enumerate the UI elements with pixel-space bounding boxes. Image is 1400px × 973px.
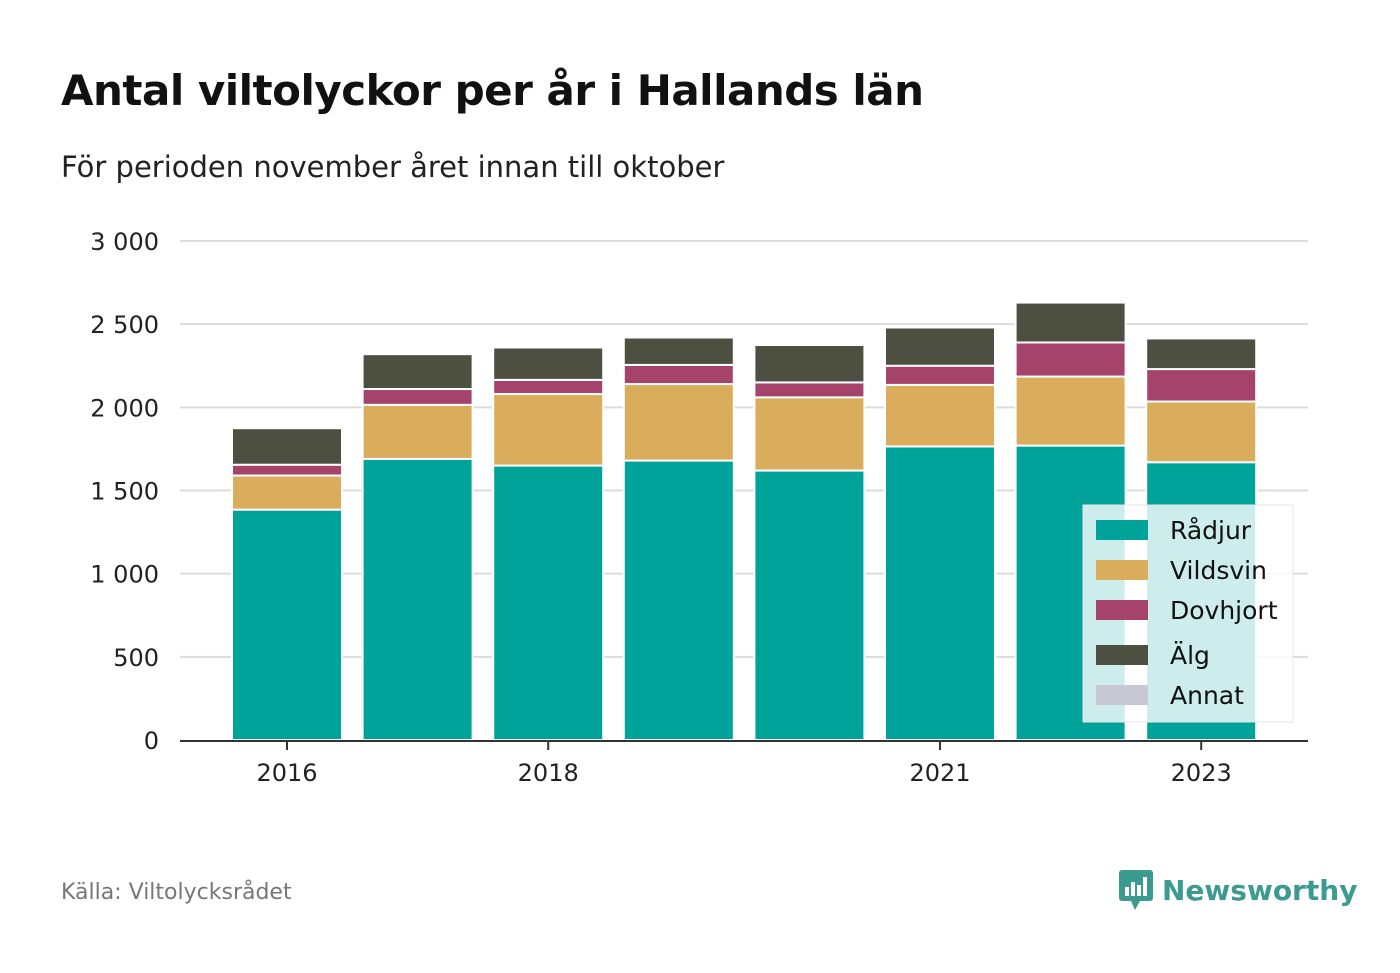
bar-segment [231, 463, 343, 477]
bar-segment [492, 393, 605, 467]
x-tick-label: 2021 [909, 759, 970, 787]
bar-segment [231, 426, 343, 430]
y-tick-label: 1 500 [90, 478, 159, 506]
bar-segment [753, 343, 866, 346]
bar-segment [361, 457, 474, 741]
y-tick-label: 500 [113, 644, 159, 672]
bar-segment [753, 469, 866, 741]
bar-segment [231, 508, 343, 741]
y-tick-label: 0 [144, 727, 159, 755]
bar-segment [622, 383, 735, 462]
bar-segment [753, 381, 866, 399]
bar-segment [884, 383, 996, 448]
bar-segment [231, 427, 343, 466]
legend-swatch [1096, 600, 1148, 620]
bar-segment [231, 474, 343, 511]
bar-segment [884, 324, 996, 329]
bar-segment [1014, 301, 1127, 344]
bar-segment [1014, 341, 1127, 378]
legend-label: Rådjur [1170, 516, 1252, 545]
bar-segment [361, 353, 474, 391]
bar-segment [1145, 335, 1258, 340]
bar-segment [361, 351, 474, 356]
bar-segment [492, 464, 605, 741]
bar-segment [1014, 300, 1127, 304]
bar-segment [1145, 400, 1258, 464]
legend-swatch [1096, 560, 1148, 580]
legend-swatch [1096, 520, 1148, 540]
x-tick-label: 2018 [518, 759, 579, 787]
y-tick-label: 3 000 [90, 228, 159, 256]
x-tick-label: 2023 [1171, 759, 1232, 787]
bar-segment [622, 459, 735, 741]
bar-segment [622, 334, 735, 339]
source-note: Källa: Viltolycksrådet [61, 880, 292, 905]
bar-segment [622, 336, 735, 366]
y-tick-label: 2 000 [90, 394, 159, 422]
bar-segment [884, 445, 996, 741]
legend-label: Dovhjort [1170, 596, 1278, 625]
legend-label: Annat [1170, 681, 1244, 710]
legend-label: Älg [1170, 641, 1210, 670]
brand-name: Newsworthy [1162, 873, 1358, 907]
bar-segment [622, 363, 735, 386]
y-tick-label: 2 500 [90, 311, 159, 339]
bar-segment [753, 343, 866, 384]
bar-segment [361, 403, 474, 460]
bar-segment [1014, 375, 1127, 447]
bar-segment [361, 388, 474, 406]
chart-subtitle: För perioden november året innan till ok… [61, 150, 725, 184]
bar-segment [753, 396, 866, 472]
brand-logo: Newsworthy [1118, 868, 1357, 912]
bar-segment [492, 346, 605, 381]
legend-swatch [1096, 685, 1148, 705]
legend-swatch [1096, 645, 1148, 665]
chart-title: Antal viltolyckor per år i Hallands län [61, 66, 924, 115]
bar-segment [884, 326, 996, 367]
newsworthy-logo-icon [1119, 870, 1153, 910]
bar-segment [1145, 337, 1258, 371]
legend-label: Vildsvin [1170, 556, 1267, 585]
x-tick-label: 2016 [256, 759, 317, 787]
bar-segment [884, 364, 996, 386]
bar-segment [1145, 368, 1258, 403]
y-tick-label: 1 000 [90, 561, 159, 589]
bar-segment [492, 344, 605, 349]
bar-segment [492, 378, 605, 396]
